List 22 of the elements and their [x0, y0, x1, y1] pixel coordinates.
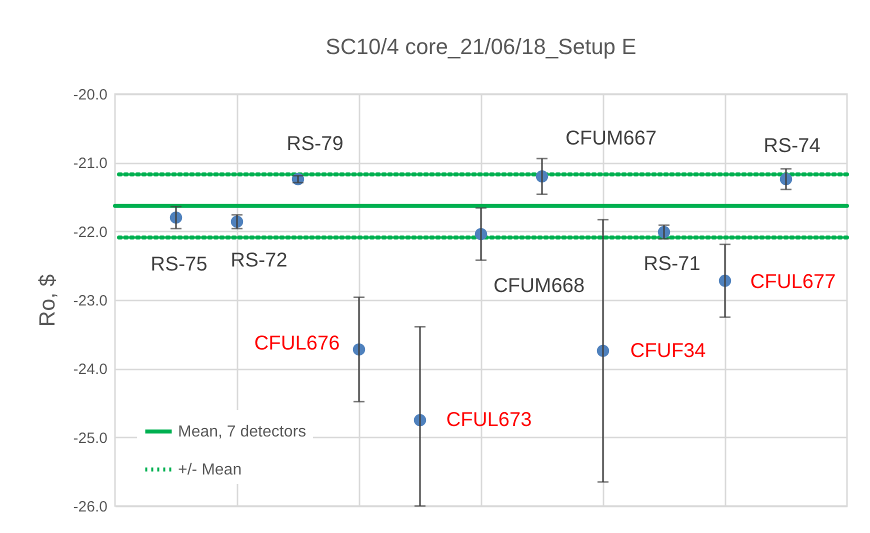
data-label: CFUL677 — [750, 270, 836, 293]
y-tick-label: -25.0 — [73, 430, 108, 447]
legend-label: +/- Mean — [178, 462, 242, 478]
data-label: CFUL673 — [446, 409, 532, 432]
data-label: RS-71 — [644, 253, 700, 276]
data-label: CFUM667 — [565, 127, 657, 150]
y-tick-label: -26.0 — [73, 498, 108, 516]
y-tick-label: -21.0 — [73, 155, 108, 172]
data-label: CFUL676 — [254, 332, 340, 354]
legend-label: Mean, 7 detectors — [178, 424, 306, 440]
y-tick-label: -20.0 — [73, 86, 108, 104]
data-label: RS-79 — [286, 133, 344, 156]
data-label: CFUM668 — [493, 275, 585, 298]
data-label: RS-74 — [764, 135, 820, 158]
data-label: CFUF34 — [630, 340, 706, 362]
data-label: RS-75 — [150, 254, 208, 276]
y-tick-label: -24.0 — [73, 361, 108, 378]
chart-title: SC10/4 core_21/06/18_Setup E — [326, 34, 636, 59]
y-axis-title: Ro, $ — [34, 274, 60, 327]
data-label: RS-72 — [230, 250, 288, 272]
y-tick-label: -22.0 — [73, 224, 108, 241]
y-tick-label: -23.0 — [73, 292, 108, 310]
